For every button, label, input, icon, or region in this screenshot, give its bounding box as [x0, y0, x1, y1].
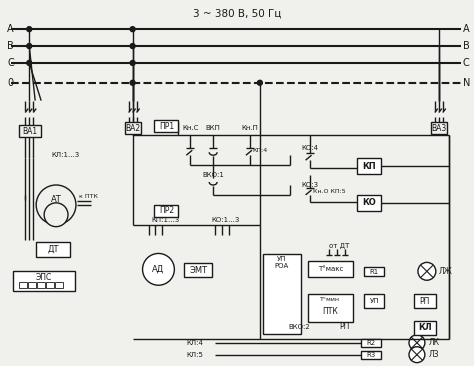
Bar	[184, 264, 212, 277]
Circle shape	[27, 60, 32, 66]
Circle shape	[418, 262, 436, 280]
Text: КЛ:1...3: КЛ:1...3	[51, 152, 79, 158]
Circle shape	[143, 254, 174, 285]
Circle shape	[409, 335, 425, 351]
Text: ЭМТ: ЭМТ	[189, 266, 207, 275]
Bar	[308, 261, 353, 277]
Text: ВКО:2: ВКО:2	[289, 324, 310, 330]
Circle shape	[130, 44, 135, 49]
Text: КО:3: КО:3	[301, 182, 318, 188]
Text: R3: R3	[366, 352, 376, 358]
Bar	[361, 351, 381, 359]
Bar	[19, 282, 27, 288]
Bar	[357, 195, 381, 211]
Text: КП:1...3: КП:1...3	[151, 217, 180, 223]
Circle shape	[27, 27, 32, 31]
Text: ЛК: ЛК	[429, 338, 440, 347]
Bar	[263, 254, 301, 334]
Bar	[361, 339, 381, 347]
Text: УП
РОА: УП РОА	[274, 256, 289, 269]
Text: Кн.С: Кн.С	[182, 126, 199, 131]
Text: Т°макс: Т°макс	[318, 266, 343, 272]
Text: ПР2: ПР2	[159, 206, 174, 215]
Bar	[125, 123, 141, 134]
Text: A: A	[8, 24, 14, 34]
Bar	[36, 242, 70, 257]
Text: ЛЗ: ЛЗ	[429, 350, 439, 359]
Text: ВА3: ВА3	[431, 124, 447, 133]
Text: РП: РП	[419, 296, 430, 306]
Bar	[308, 294, 353, 322]
Text: РП: РП	[339, 322, 349, 331]
Text: ПТК: ПТК	[323, 306, 338, 315]
Text: R1: R1	[370, 269, 379, 275]
Circle shape	[130, 80, 135, 85]
Circle shape	[257, 80, 262, 85]
Bar	[357, 158, 381, 174]
Text: ВА2: ВА2	[125, 124, 140, 133]
Text: АТ: АТ	[51, 195, 62, 204]
Bar	[19, 126, 41, 137]
Text: АД: АД	[152, 265, 164, 274]
Text: Кн.О КП:5: Кн.О КП:5	[313, 190, 346, 194]
Circle shape	[130, 60, 135, 66]
Text: ЛЖ: ЛЖ	[439, 267, 453, 276]
Circle shape	[27, 44, 32, 49]
Text: Т°мин: Т°мин	[320, 296, 340, 302]
Text: N: N	[463, 78, 470, 88]
Bar	[414, 321, 436, 335]
Text: от ДТ: от ДТ	[329, 242, 350, 249]
Circle shape	[409, 347, 425, 363]
Text: к ПТК: к ПТК	[79, 194, 98, 199]
Text: ВА1: ВА1	[23, 127, 38, 136]
Text: 0: 0	[8, 78, 13, 88]
Bar	[155, 120, 178, 132]
Text: КЛ:5: КЛ:5	[187, 352, 204, 358]
Text: КЛ:4: КЛ:4	[187, 340, 204, 346]
Circle shape	[36, 185, 76, 225]
Text: КП: КП	[363, 162, 376, 171]
Text: B: B	[8, 41, 14, 51]
Text: A: A	[463, 24, 469, 34]
Bar	[13, 271, 75, 291]
Bar	[55, 282, 63, 288]
Text: C: C	[8, 58, 14, 68]
Bar	[155, 205, 178, 217]
Text: УП: УП	[369, 298, 379, 304]
Bar	[364, 267, 384, 276]
Text: ЭПС: ЭПС	[36, 273, 52, 282]
Bar	[28, 282, 36, 288]
Text: R2: R2	[367, 340, 376, 346]
Text: ВКП: ВКП	[206, 126, 220, 131]
Bar	[37, 282, 45, 288]
Text: ВКО:1: ВКО:1	[202, 172, 224, 178]
Text: C: C	[463, 58, 469, 68]
Text: КО:4: КО:4	[301, 145, 318, 151]
Text: КО: КО	[362, 198, 376, 208]
Text: КП:4: КП:4	[252, 148, 267, 153]
Text: КО:1...3: КО:1...3	[211, 217, 239, 223]
Text: ДТ: ДТ	[47, 245, 59, 254]
Text: ПР1: ПР1	[159, 122, 174, 131]
Text: 3 ~ 380 В, 50 Гц: 3 ~ 380 В, 50 Гц	[193, 8, 281, 18]
Circle shape	[44, 203, 68, 227]
Bar	[414, 294, 436, 308]
Bar	[46, 282, 54, 288]
Text: КЛ: КЛ	[418, 324, 432, 332]
Bar	[364, 294, 384, 308]
Text: Кн.П: Кн.П	[241, 126, 258, 131]
Bar	[431, 123, 447, 134]
Circle shape	[130, 27, 135, 31]
Text: B: B	[463, 41, 469, 51]
